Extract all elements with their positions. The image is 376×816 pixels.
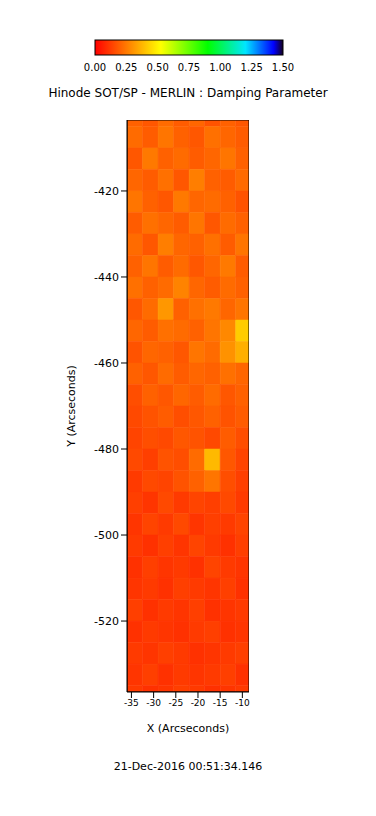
svg-text:1.25: 1.25 xyxy=(241,62,263,73)
svg-text:1.00: 1.00 xyxy=(209,62,231,73)
svg-text:-420: -420 xyxy=(94,185,119,198)
svg-text:-460: -460 xyxy=(94,357,119,370)
svg-text:0.00: 0.00 xyxy=(84,62,106,73)
svg-text:X (Arcseconds): X (Arcseconds) xyxy=(147,722,229,735)
svg-text:-15: -15 xyxy=(213,698,228,708)
svg-text:-30: -30 xyxy=(146,698,161,708)
svg-text:-520: -520 xyxy=(94,615,119,628)
svg-text:-35: -35 xyxy=(124,698,139,708)
svg-text:-25: -25 xyxy=(168,698,183,708)
svg-text:1.50: 1.50 xyxy=(272,62,294,73)
svg-text:-500: -500 xyxy=(94,529,119,542)
svg-text:Y (Arcseconds): Y (Arcseconds) xyxy=(65,365,78,448)
svg-text:-440: -440 xyxy=(94,271,119,284)
svg-text:0.25: 0.25 xyxy=(115,62,137,73)
svg-text:-10: -10 xyxy=(235,698,250,708)
svg-text:Hinode SOT/SP - MERLIN : Dampi: Hinode SOT/SP - MERLIN : Damping Paramet… xyxy=(48,86,327,100)
html-text:21-Dec-2016 00:51:34.146: 21-Dec-2016 00:51:34.146 xyxy=(113,760,263,773)
svg-text:0.75: 0.75 xyxy=(178,62,200,73)
svg-text:-480: -480 xyxy=(94,443,119,456)
svg-text:0.50: 0.50 xyxy=(147,62,169,73)
svg-text:-20: -20 xyxy=(191,698,206,708)
